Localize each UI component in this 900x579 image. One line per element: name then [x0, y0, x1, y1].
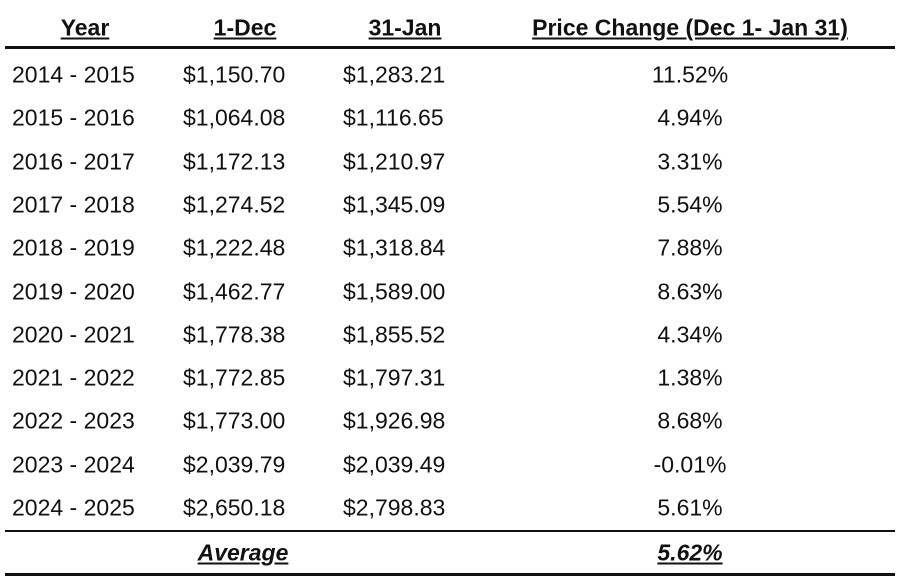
jan-price-cell: $1,116.65	[343, 104, 444, 131]
dec-price-cell: $1,772.85	[183, 364, 286, 391]
jan-price-cell: $2,798.83	[343, 494, 446, 521]
jan-price-cell: $1,589.00	[343, 278, 446, 304]
year-cell: 2021 - 2022	[12, 364, 135, 391]
year-cell: 2024 - 2025	[12, 494, 135, 521]
dec-price-cell: $1,222.48	[183, 234, 286, 261]
jan-price-cell: $1,797.31	[343, 364, 446, 391]
header-rule	[5, 46, 895, 49]
change-cell: 5.61%	[657, 494, 723, 521]
year-cell: 2022 - 2023	[12, 407, 135, 434]
change-cell: -0.01%	[653, 451, 727, 478]
change-cell: 5.54%	[657, 191, 723, 218]
year-cell: 2016 - 2017	[12, 148, 135, 175]
column-header: 1-Dec	[213, 14, 277, 41]
dec-price-cell: $1,274.52	[183, 191, 286, 218]
change-cell: 4.34%	[657, 321, 723, 348]
dec-price-cell: $2,650.18	[183, 494, 286, 521]
jan-price-cell: $1,210.97	[343, 148, 446, 175]
year-cell: 2023 - 2024	[12, 451, 135, 478]
change-cell: 4.94%	[657, 104, 723, 131]
change-cell: 11.52%	[651, 61, 729, 88]
footer-rule	[5, 530, 895, 532]
jan-price-cell: $1,318.84	[343, 234, 446, 261]
year-cell: 2017 - 2018	[12, 191, 135, 218]
jan-price-cell: $2,039.49	[343, 451, 446, 478]
bottom-rule	[5, 573, 895, 576]
year-cell: 2014 - 2015	[12, 61, 135, 88]
average-label: Average	[197, 539, 289, 566]
dec-price-cell: $1,064.08	[183, 104, 286, 131]
dec-price-cell: $1,462.77	[183, 278, 286, 304]
column-header: 31-Jan	[368, 14, 442, 41]
change-cell: 8.68%	[657, 407, 723, 434]
change-cell: 1.38%	[657, 364, 723, 391]
average-value: 5.62%	[657, 539, 723, 566]
jan-price-cell: $1,926.98	[343, 407, 446, 434]
dec-price-cell: $2,039.79	[183, 451, 286, 478]
dec-price-cell: $1,172.13	[183, 148, 286, 175]
dec-price-cell: $1,150.70	[183, 61, 286, 88]
jan-price-cell: $1,855.52	[343, 321, 446, 348]
year-cell: 2020 - 2021	[12, 321, 135, 348]
column-header: Price Change (Dec 1- Jan 31)	[532, 14, 848, 41]
dec-price-cell: $1,773.00	[183, 407, 286, 434]
change-cell: 7.88%	[657, 234, 723, 261]
year-cell: 2019 - 2020	[12, 278, 135, 304]
dec-price-cell: $1,778.38	[183, 321, 286, 348]
change-cell: 8.63%	[657, 278, 723, 304]
jan-price-cell: $1,345.09	[343, 191, 446, 218]
year-cell: 2015 - 2016	[12, 104, 135, 131]
column-header: Year	[60, 14, 110, 41]
jan-price-cell: $1,283.21	[343, 61, 446, 88]
year-cell: 2018 - 2019	[12, 234, 135, 261]
change-cell: 3.31%	[657, 148, 723, 175]
